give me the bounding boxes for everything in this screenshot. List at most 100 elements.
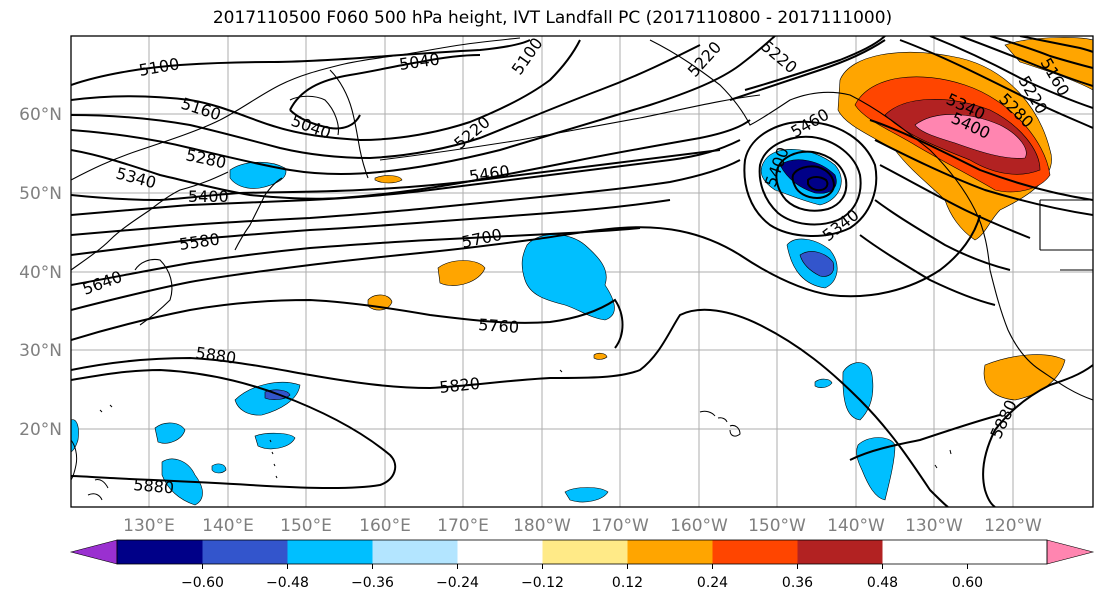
latitude-label: 60°N bbox=[19, 105, 62, 125]
contour-northeast-5 bbox=[1019, 36, 1093, 53]
colorbar-segment bbox=[117, 540, 203, 564]
contour-low-2 bbox=[758, 135, 862, 226]
map-frame bbox=[70, 35, 1094, 508]
contour-5100 bbox=[71, 39, 531, 86]
micronesia-islands bbox=[87, 404, 113, 501]
contour-low-1 bbox=[743, 120, 878, 237]
ivt-negative-region-small-d bbox=[154, 422, 186, 444]
latitude-label: 20°N bbox=[19, 420, 62, 440]
contour-5340 bbox=[71, 119, 751, 200]
small-pacific-islands bbox=[559, 369, 952, 469]
height-contours bbox=[71, 36, 1093, 507]
ivt-positive-region-gulf-max bbox=[914, 114, 1027, 159]
coastline-asia-east bbox=[71, 171, 229, 271]
contour-label: 5820 bbox=[438, 374, 480, 397]
contour-east-1 bbox=[869, 119, 1093, 201]
contour-5460 bbox=[71, 139, 741, 216]
map-title: 2017110500 F060 500 hPa height, IVT Land… bbox=[212, 8, 893, 28]
colorbar-segment bbox=[712, 540, 798, 564]
colorbar-tick-label: −0.12 bbox=[521, 575, 564, 591]
longitude-label: 150°W bbox=[748, 516, 806, 536]
coastline-japan bbox=[234, 177, 283, 251]
contour-ridge-2 bbox=[744, 36, 886, 91]
longitude-label: 170°E bbox=[437, 516, 489, 536]
colorbar-segment bbox=[627, 540, 713, 564]
contour-northeast-2 bbox=[929, 36, 1093, 109]
colorbar: −0.60 −0.48 −0.36 −0.24 −0.12 0.12 0.24 … bbox=[69, 539, 1095, 591]
contour-northeast-1 bbox=[899, 39, 1093, 129]
colorbar-segment bbox=[542, 540, 628, 564]
colorbar-max-extension bbox=[1046, 539, 1095, 565]
coastline-north-america-west bbox=[989, 269, 1093, 401]
longitude-label: 130°W bbox=[905, 516, 963, 536]
contour-east-2 bbox=[874, 139, 1093, 216]
colorbar-tick-label: 0.36 bbox=[782, 575, 813, 591]
latitude-label: 30°N bbox=[19, 341, 62, 361]
contour-5520 bbox=[71, 159, 741, 236]
contour-east-3 bbox=[879, 164, 1031, 239]
longitude-label: 140°E bbox=[202, 516, 254, 536]
colorbar-tick-label: 0.24 bbox=[697, 575, 728, 591]
longitude-label: 130°E bbox=[123, 516, 175, 536]
longitude-label: 170°W bbox=[591, 516, 649, 536]
contour-5580 bbox=[71, 199, 671, 256]
ivt-positive-region-north-pacific bbox=[437, 260, 486, 286]
ivt-negative-region-central-pacific bbox=[521, 234, 615, 321]
contour-5040-loop bbox=[289, 109, 361, 130]
colorbar-segment bbox=[287, 540, 373, 564]
contour-low-3 bbox=[775, 150, 848, 212]
contour-low-5 bbox=[807, 176, 829, 192]
colorbar-tick-label: 0.48 bbox=[867, 575, 898, 591]
coastline-kamchatka bbox=[329, 69, 369, 179]
contour-5640 bbox=[71, 227, 641, 286]
contour-5160 bbox=[71, 39, 581, 142]
colorbar-tick-label: 0.60 bbox=[952, 575, 983, 591]
longitude-label: 150°E bbox=[280, 516, 332, 536]
coastline-aleutians bbox=[379, 94, 761, 161]
longitude-label: 140°W bbox=[827, 516, 885, 536]
colorbar-min-extension bbox=[69, 539, 118, 565]
contour-label: 5880 bbox=[133, 475, 175, 497]
coastline-alaska bbox=[649, 39, 991, 271]
philippine-islands bbox=[71, 439, 78, 481]
colorbar-tick-label: −0.48 bbox=[266, 575, 309, 591]
contour-ridge-1 bbox=[729, 39, 886, 101]
colorbar-segment bbox=[372, 540, 458, 564]
ivt-positive-region-california bbox=[983, 354, 1066, 401]
ivt-negative-region-small-h bbox=[814, 378, 833, 388]
longitude-axis: 130°E 140°E 150°E 160°E 170°E 180°W 170°… bbox=[123, 516, 1042, 536]
contour-5400 bbox=[71, 149, 721, 202]
colorbar-tick-label: −0.36 bbox=[351, 575, 394, 591]
contour-5760 bbox=[71, 298, 624, 349]
ivt-negative-region-japan-sea bbox=[229, 161, 287, 189]
colorbar-tick-label: −0.60 bbox=[181, 575, 224, 591]
contour-5220 bbox=[71, 44, 701, 160]
mariana-islands bbox=[269, 439, 278, 479]
ivt-negative-region-small-e bbox=[254, 432, 296, 450]
contour-low-4 bbox=[791, 165, 836, 200]
ivt-positive-region-small-c bbox=[593, 352, 608, 360]
contour-5880-east bbox=[982, 364, 1093, 507]
colorbar-tick-label: 0.12 bbox=[612, 575, 643, 591]
map-panel: 5100 5040 5100 5220 5040 5160 5220 5280 … bbox=[19, 35, 1094, 536]
colorbar-segment bbox=[797, 540, 883, 564]
contour-label: 5400 bbox=[188, 187, 229, 206]
coastline-asia bbox=[71, 37, 521, 181]
hawaii-islands bbox=[699, 410, 741, 437]
contour-5040-north bbox=[289, 54, 481, 111]
longitude-label: 120°W bbox=[984, 516, 1042, 536]
contour-label: 5760 bbox=[478, 315, 520, 337]
coastline-north-america-interior bbox=[1039, 199, 1093, 271]
contour-5820 bbox=[71, 308, 949, 507]
coastlines bbox=[71, 37, 1093, 401]
latitude-label: 50°N bbox=[19, 184, 62, 204]
colorbar-frame bbox=[116, 539, 1048, 565]
colorbar-segment bbox=[457, 540, 543, 564]
latitude-axis: 60°N 50°N 40°N 30°N 20°N bbox=[19, 105, 62, 440]
ivt-negative-region-south-of-low-core bbox=[799, 251, 835, 277]
islands bbox=[71, 369, 952, 501]
contour-northeast-3 bbox=[959, 36, 1093, 87]
ivt-negative-region-small-g bbox=[564, 487, 609, 503]
ivt-negative-region-small-j bbox=[211, 463, 227, 474]
